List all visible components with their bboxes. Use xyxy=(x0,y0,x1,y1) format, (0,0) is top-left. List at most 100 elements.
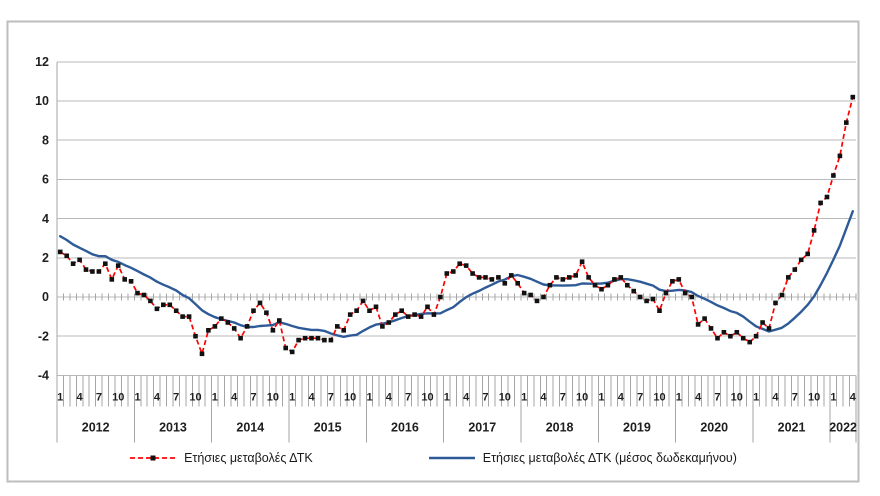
data-point-marker xyxy=(283,345,288,351)
data-point-marker xyxy=(186,314,192,319)
month-tick-label: 10 xyxy=(499,391,511,403)
data-point-marker xyxy=(77,257,82,263)
month-tick-label: 4 xyxy=(618,391,625,403)
data-point-marker xyxy=(83,267,89,272)
data-point-marker xyxy=(766,326,772,331)
data-point-marker xyxy=(753,333,759,339)
data-point-marker xyxy=(573,273,578,278)
month-tick-label: 7 xyxy=(173,391,179,403)
data-point-marker xyxy=(599,286,604,292)
data-point-marker xyxy=(663,290,669,296)
data-point-marker xyxy=(115,263,121,268)
data-point-marker xyxy=(592,282,598,288)
data-point-marker xyxy=(676,277,682,282)
month-tick-label: 7 xyxy=(250,391,256,403)
data-point-marker xyxy=(567,275,572,280)
data-point-marker xyxy=(760,320,765,325)
data-point-marker xyxy=(90,269,95,274)
data-point-marker xyxy=(96,269,102,274)
month-tick-label: 4 xyxy=(308,391,315,403)
month-tick-label: 10 xyxy=(189,391,201,403)
data-point-marker xyxy=(695,322,701,327)
data-point-marker xyxy=(328,337,334,343)
year-label: 2017 xyxy=(468,420,496,434)
legend-label-annual-change: Ετήσιες μεταβολές ΔΤΚ xyxy=(184,451,313,465)
month-tick-label: 1 xyxy=(134,391,140,403)
data-point-marker xyxy=(386,320,392,325)
data-point-marker xyxy=(199,351,205,357)
zero-line-month-ticks xyxy=(56,293,857,301)
month-tick-label: 1 xyxy=(753,391,759,403)
year-label: 2014 xyxy=(236,420,264,434)
y-tick-label: 12 xyxy=(35,55,49,69)
data-point-marker xyxy=(818,200,823,206)
year-label: 2013 xyxy=(159,420,187,434)
y-tick-label: 6 xyxy=(42,173,49,187)
data-point-marker xyxy=(309,335,314,341)
data-point-marker xyxy=(689,294,694,300)
data-point-marker xyxy=(476,275,482,280)
data-point-marker xyxy=(824,194,830,200)
data-point-marker xyxy=(637,294,643,300)
month-tick-label: 4 xyxy=(386,391,393,403)
data-point-marker xyxy=(470,271,475,276)
data-point-marker xyxy=(444,271,450,276)
month-tick-label: 7 xyxy=(482,391,488,403)
data-point-marker xyxy=(238,335,243,341)
data-point-marker xyxy=(496,275,501,280)
data-point-marker xyxy=(412,312,417,317)
data-point-marker xyxy=(844,120,849,125)
data-point-marker xyxy=(173,308,179,313)
data-point-marker xyxy=(650,296,656,302)
data-point-marker xyxy=(322,337,327,343)
data-point-marker xyxy=(399,308,404,313)
data-point-marker xyxy=(721,330,727,335)
data-point-marker xyxy=(747,339,752,345)
12month-average-line xyxy=(59,210,854,338)
legend-item-annual-change: Ετήσιες μεταβολές ΔΤΚ xyxy=(129,451,313,465)
data-point-marker xyxy=(579,259,585,264)
y-tick-label: -2 xyxy=(38,329,49,343)
data-point-marker xyxy=(644,298,649,304)
month-tick-label: 10 xyxy=(112,391,124,403)
month-tick-label: 4 xyxy=(540,391,547,403)
month-tick-label: 10 xyxy=(808,391,820,403)
month-tick-label: 1 xyxy=(444,391,450,403)
month-tick-label: 4 xyxy=(154,391,161,403)
y-tick-label: 2 xyxy=(42,251,49,265)
red-dashed-line-swatch xyxy=(130,455,177,461)
data-point-marker xyxy=(670,279,675,284)
data-point-marker xyxy=(586,275,591,280)
y-axis-labels: 12 10 8 6 4 2 0 -2 -4 xyxy=(35,55,49,383)
data-point-marker xyxy=(354,308,359,313)
data-point-marker xyxy=(463,263,469,268)
year-label: 2015 xyxy=(314,420,342,434)
data-point-marker xyxy=(180,314,185,319)
month-tick-label: 1 xyxy=(521,391,527,403)
year-label: 2022 xyxy=(829,420,857,434)
annual-change-line xyxy=(59,96,854,355)
data-point-marker xyxy=(483,275,488,280)
legend-label-12month-average: Ετήσιες μεταβολές ΔΤΚ (μέσος δωδεκαμήνου… xyxy=(482,451,737,465)
month-tick-label: 4 xyxy=(772,391,779,403)
month-tick-label: 7 xyxy=(792,391,798,403)
month-tick-label: 1 xyxy=(289,391,295,403)
data-point-marker xyxy=(70,261,76,266)
data-point-marker xyxy=(206,328,211,333)
month-tick-label: 1 xyxy=(830,391,836,403)
data-point-marker xyxy=(560,277,566,282)
data-point-marker xyxy=(798,257,804,263)
data-point-marker xyxy=(135,290,140,296)
blue-solid-line-swatch xyxy=(428,456,475,460)
data-point-marker xyxy=(773,300,778,306)
month-tick-label: 7 xyxy=(714,391,720,403)
data-point-marker xyxy=(360,298,366,304)
data-point-marker xyxy=(212,324,218,329)
data-point-marker xyxy=(657,308,662,313)
data-point-marker xyxy=(541,294,546,300)
month-tick-label: 10 xyxy=(344,391,356,403)
month-tick-label: 7 xyxy=(637,391,643,403)
month-tick-label: 10 xyxy=(267,391,279,403)
